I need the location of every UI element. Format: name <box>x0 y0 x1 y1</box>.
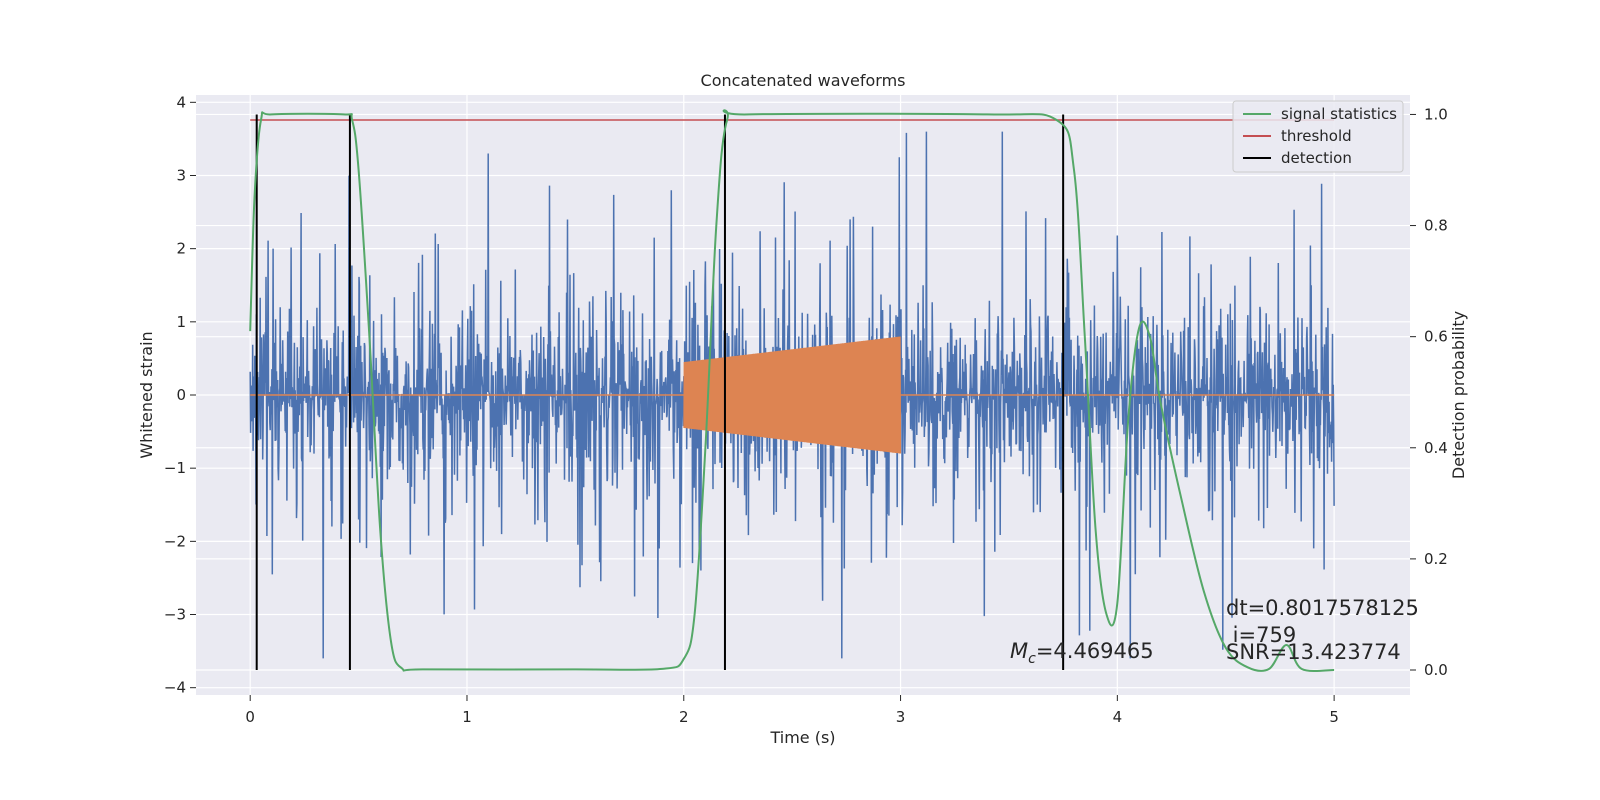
y-tick-label: 1 <box>176 313 186 331</box>
y-tick-label: −2 <box>164 532 186 550</box>
y-right-tick-label: 0.2 <box>1424 550 1448 568</box>
signal-statistics-line <box>249 109 1335 673</box>
x-tick-label: 3 <box>896 708 906 726</box>
axis-ticks: 0 1 2 3 4 5 4 3 2 1 0 −1 −2 −3 −4 1.0 0.8 0.6 0.4 0.2 0.0 <box>164 93 1448 726</box>
legend-label-detection: detection <box>1281 149 1352 167</box>
y-right-tick-label: 1.0 <box>1424 105 1448 123</box>
mc-value: =4.469465 <box>1036 639 1154 663</box>
x-tick-label: 4 <box>1113 708 1123 726</box>
y-right-tick-label: 0.8 <box>1424 217 1448 235</box>
snr-annotation: SNR=13.423774 <box>1226 640 1401 664</box>
mc-annotation: Mc=4.469465 <box>1010 639 1154 667</box>
waveform-series-line <box>683 336 902 454</box>
y-tick-label: −4 <box>164 679 186 697</box>
y-right-tick-label: 0.0 <box>1424 661 1448 679</box>
x-axis-label: Time (s) <box>769 728 835 747</box>
y-right-tick-label: 0.4 <box>1424 439 1448 457</box>
y-tick-label: 4 <box>176 93 186 111</box>
y-axis-right-label: Detection probability <box>1449 311 1468 479</box>
y-right-tick-label: 0.6 <box>1424 328 1448 346</box>
x-tick-label: 0 <box>245 708 255 726</box>
y-tick-label: −1 <box>164 459 186 477</box>
legend: signal statistics threshold detection <box>1232 100 1404 173</box>
x-tick-label: 1 <box>462 708 472 726</box>
grid <box>196 95 1410 695</box>
chart-title: Concatenated waveforms <box>701 71 906 90</box>
y-tick-label: −3 <box>164 606 186 624</box>
index-annotation: i=759 <box>1226 623 1296 647</box>
mc-symbol: M <box>1010 639 1028 663</box>
y-tick-label: 2 <box>176 240 186 258</box>
y-tick-label: 0 <box>176 386 186 404</box>
y-tick-label: 3 <box>176 166 186 184</box>
y-axis-label: Whitened strain <box>137 331 156 458</box>
legend-box <box>1232 100 1404 173</box>
legend-label-signal: signal statistics <box>1281 105 1397 123</box>
mc-subscript: c <box>1028 651 1036 667</box>
series-layer <box>249 109 1335 673</box>
x-tick-label: 5 <box>1329 708 1339 726</box>
legend-label-threshold: threshold <box>1281 127 1352 145</box>
dt-annotation: dt=0.8017578125 <box>1226 596 1419 620</box>
x-tick-label: 2 <box>679 708 689 726</box>
